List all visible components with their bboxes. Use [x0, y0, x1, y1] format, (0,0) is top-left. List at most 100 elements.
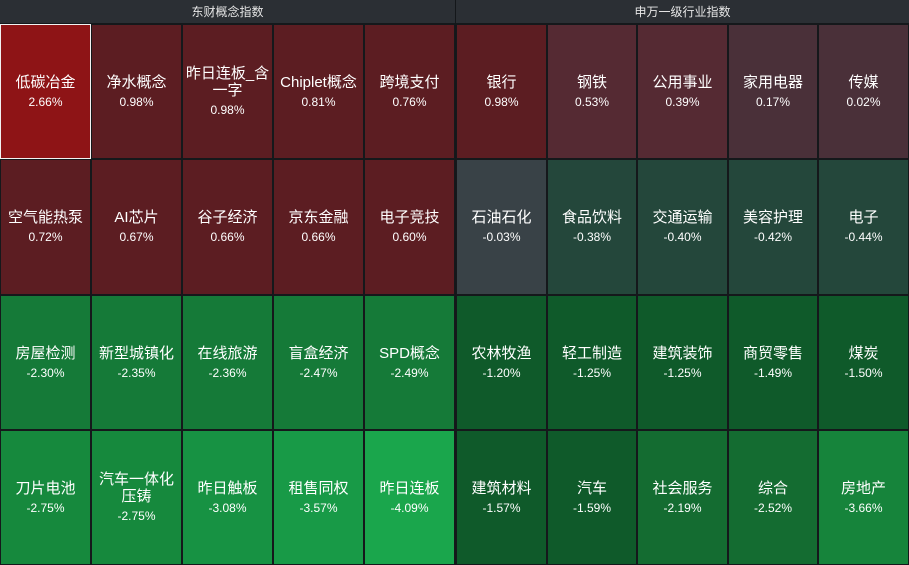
concept-tile-change: -4.09%: [390, 500, 429, 515]
industry-tile[interactable]: 社会服务 -2.19%: [637, 430, 728, 565]
concept-tile-name: SPD概念: [379, 344, 440, 362]
concept-tile-change: 0.60%: [392, 230, 427, 244]
concept-tile-name: 昨日连板_含一字: [185, 65, 270, 99]
industry-tile-grid: 银行 0.98% 钢铁 0.53% 公用事业 0.39% 家用电器 0.17% 传媒 0.02% 石…: [456, 24, 909, 565]
industry-tile[interactable]: 美容护理 -0.42%: [728, 159, 818, 295]
concept-tile-name: 谷子经济: [197, 209, 258, 226]
concept-tile[interactable]: Chiplet概念 0.81%: [273, 24, 364, 159]
industry-tile-name: 电子: [848, 209, 879, 226]
industry-tile[interactable]: 电子 -0.44%: [818, 159, 909, 295]
industry-tile-name: 石油石化: [471, 209, 532, 226]
industry-tile-name: 农林牧渔: [471, 344, 532, 362]
concept-tile[interactable]: 刀片电池 -2.75%: [0, 430, 91, 565]
industry-tile[interactable]: 综合 -2.52%: [728, 430, 818, 565]
concept-tile[interactable]: 空气能热泵 0.72%: [0, 159, 91, 295]
concept-tile[interactable]: 房屋检测 -2.30%: [0, 295, 91, 430]
industry-tile-change: 0.39%: [665, 94, 700, 109]
industry-tile-change: -2.52%: [753, 500, 793, 515]
industry-tile-change: -1.57%: [482, 500, 521, 515]
concept-tile-change: -2.47%: [299, 365, 338, 380]
concept-tile[interactable]: 盲盒经济 -2.47%: [273, 295, 364, 430]
concept-index-panel: 东财概念指数 低碳冶金 2.66% 净水概念 0.98% 昨日连板_含一字 0.98% Ch…: [0, 0, 455, 565]
industry-tile-name: 轻工制造: [561, 344, 622, 362]
concept-tile[interactable]: 在线旅游 -2.36%: [182, 295, 273, 430]
industry-tile-change: -1.20%: [482, 365, 521, 380]
concept-tile[interactable]: 净水概念 0.98%: [91, 24, 182, 159]
concept-tile[interactable]: 昨日连板 -4.09%: [364, 430, 455, 565]
concept-tile-name: 电子竞技: [379, 209, 440, 226]
concept-tile[interactable]: AI芯片 0.67%: [91, 159, 182, 295]
concept-tile-change: 0.67%: [119, 230, 154, 244]
industry-tile[interactable]: 房地产 -3.66%: [818, 430, 909, 565]
concept-tile-name: 租售同权: [288, 479, 349, 497]
concept-tile-name: 京东金融: [288, 209, 349, 226]
industry-tile-name: 交通运输: [652, 209, 713, 226]
industry-tile-name: 银行: [486, 73, 517, 91]
industry-tile[interactable]: 农林牧渔 -1.20%: [456, 295, 547, 430]
industry-tile[interactable]: 轻工制造 -1.25%: [547, 295, 637, 430]
industry-tile[interactable]: 建筑材料 -1.57%: [456, 430, 547, 565]
concept-tile[interactable]: 汽车一体化压铸 -2.75%: [91, 430, 182, 565]
industry-tile-name: 建筑装饰: [652, 344, 713, 362]
industry-tile[interactable]: 交通运输 -0.40%: [637, 159, 728, 295]
concept-tile[interactable]: 新型城镇化 -2.35%: [91, 295, 182, 430]
concept-tile-name: 汽车一体化压铸: [98, 471, 174, 505]
industry-tile[interactable]: 煤炭 -1.50%: [818, 295, 909, 430]
industry-tile[interactable]: 钢铁 0.53%: [547, 24, 637, 159]
industry-tile[interactable]: 商贸零售 -1.49%: [728, 295, 818, 430]
concept-tile-change: -3.08%: [208, 500, 247, 515]
concept-tile-name: 昨日连板: [379, 479, 440, 497]
concept-tile[interactable]: 电子竞技 0.60%: [364, 159, 455, 295]
concept-tile-name: AI芯片: [114, 209, 159, 226]
concept-tile-change: -2.75%: [117, 509, 156, 523]
industry-tile-change: -1.49%: [753, 365, 793, 380]
industry-tile-change: -1.25%: [572, 365, 612, 380]
industry-tile-change: -0.03%: [482, 230, 521, 244]
concept-tile[interactable]: 昨日触板 -3.08%: [182, 430, 273, 565]
concept-tile-grid: 低碳冶金 2.66% 净水概念 0.98% 昨日连板_含一字 0.98% Chiplet概念…: [0, 24, 455, 565]
industry-tile-change: 0.17%: [755, 94, 791, 109]
industry-panel-title: 申万一级行业指数: [456, 0, 909, 24]
industry-tile-change: -2.19%: [663, 500, 702, 515]
industry-tile[interactable]: 石油石化 -0.03%: [456, 159, 547, 295]
industry-tile[interactable]: 食品饮料 -0.38%: [547, 159, 637, 295]
concept-tile[interactable]: SPD概念 -2.49%: [364, 295, 455, 430]
concept-tile[interactable]: 谷子经济 0.66%: [182, 159, 273, 295]
concept-tile-name: 新型城镇化: [98, 344, 174, 362]
industry-tile[interactable]: 银行 0.98%: [456, 24, 547, 159]
industry-tile[interactable]: 公用事业 0.39%: [637, 24, 728, 159]
concept-tile-name: Chiplet概念: [280, 73, 357, 91]
concept-tile[interactable]: 昨日连板_含一字 0.98%: [182, 24, 273, 159]
industry-tile-name: 建筑材料: [471, 479, 532, 497]
concept-tile-change: 0.66%: [301, 230, 336, 244]
concept-tile-change: 2.66%: [28, 94, 63, 109]
industry-tile-change: -1.50%: [844, 365, 883, 380]
industry-tile-name: 美容护理: [742, 209, 803, 226]
industry-tile-change: -0.44%: [844, 230, 883, 244]
concept-panel-title: 东财概念指数: [0, 0, 455, 24]
concept-tile-change: -2.35%: [117, 365, 156, 380]
concept-tile[interactable]: 京东金融 0.66%: [273, 159, 364, 295]
concept-tile-change: 0.98%: [210, 103, 245, 117]
industry-tile[interactable]: 建筑装饰 -1.25%: [637, 295, 728, 430]
concept-tile-change: -2.30%: [26, 365, 65, 380]
concept-tile[interactable]: 低碳冶金 2.66%: [0, 24, 91, 159]
industry-tile-name: 汽车: [576, 479, 607, 497]
industry-tile[interactable]: 传媒 0.02%: [818, 24, 909, 159]
industry-tile-change: -1.59%: [572, 500, 612, 515]
concept-tile-change: 0.72%: [28, 230, 63, 244]
concept-tile[interactable]: 租售同权 -3.57%: [273, 430, 364, 565]
industry-tile-change: -0.38%: [572, 230, 612, 244]
industry-tile-name: 房地产: [840, 479, 886, 497]
industry-tile-change: 0.98%: [484, 94, 519, 109]
industry-tile[interactable]: 汽车 -1.59%: [547, 430, 637, 565]
industry-tile-name: 钢铁: [576, 73, 607, 91]
industry-tile[interactable]: 家用电器 0.17%: [728, 24, 818, 159]
industry-index-panel: 申万一级行业指数 银行 0.98% 钢铁 0.53% 公用事业 0.39% 家用电器 0.17…: [455, 0, 909, 565]
industry-tile-name: 商贸零售: [742, 344, 803, 362]
concept-tile-name: 刀片电池: [15, 479, 76, 497]
concept-tile-change: 0.98%: [119, 94, 154, 109]
concept-tile-name: 在线旅游: [197, 344, 258, 362]
concept-tile-name: 低碳冶金: [15, 73, 76, 91]
concept-tile[interactable]: 跨境支付 0.76%: [364, 24, 455, 159]
